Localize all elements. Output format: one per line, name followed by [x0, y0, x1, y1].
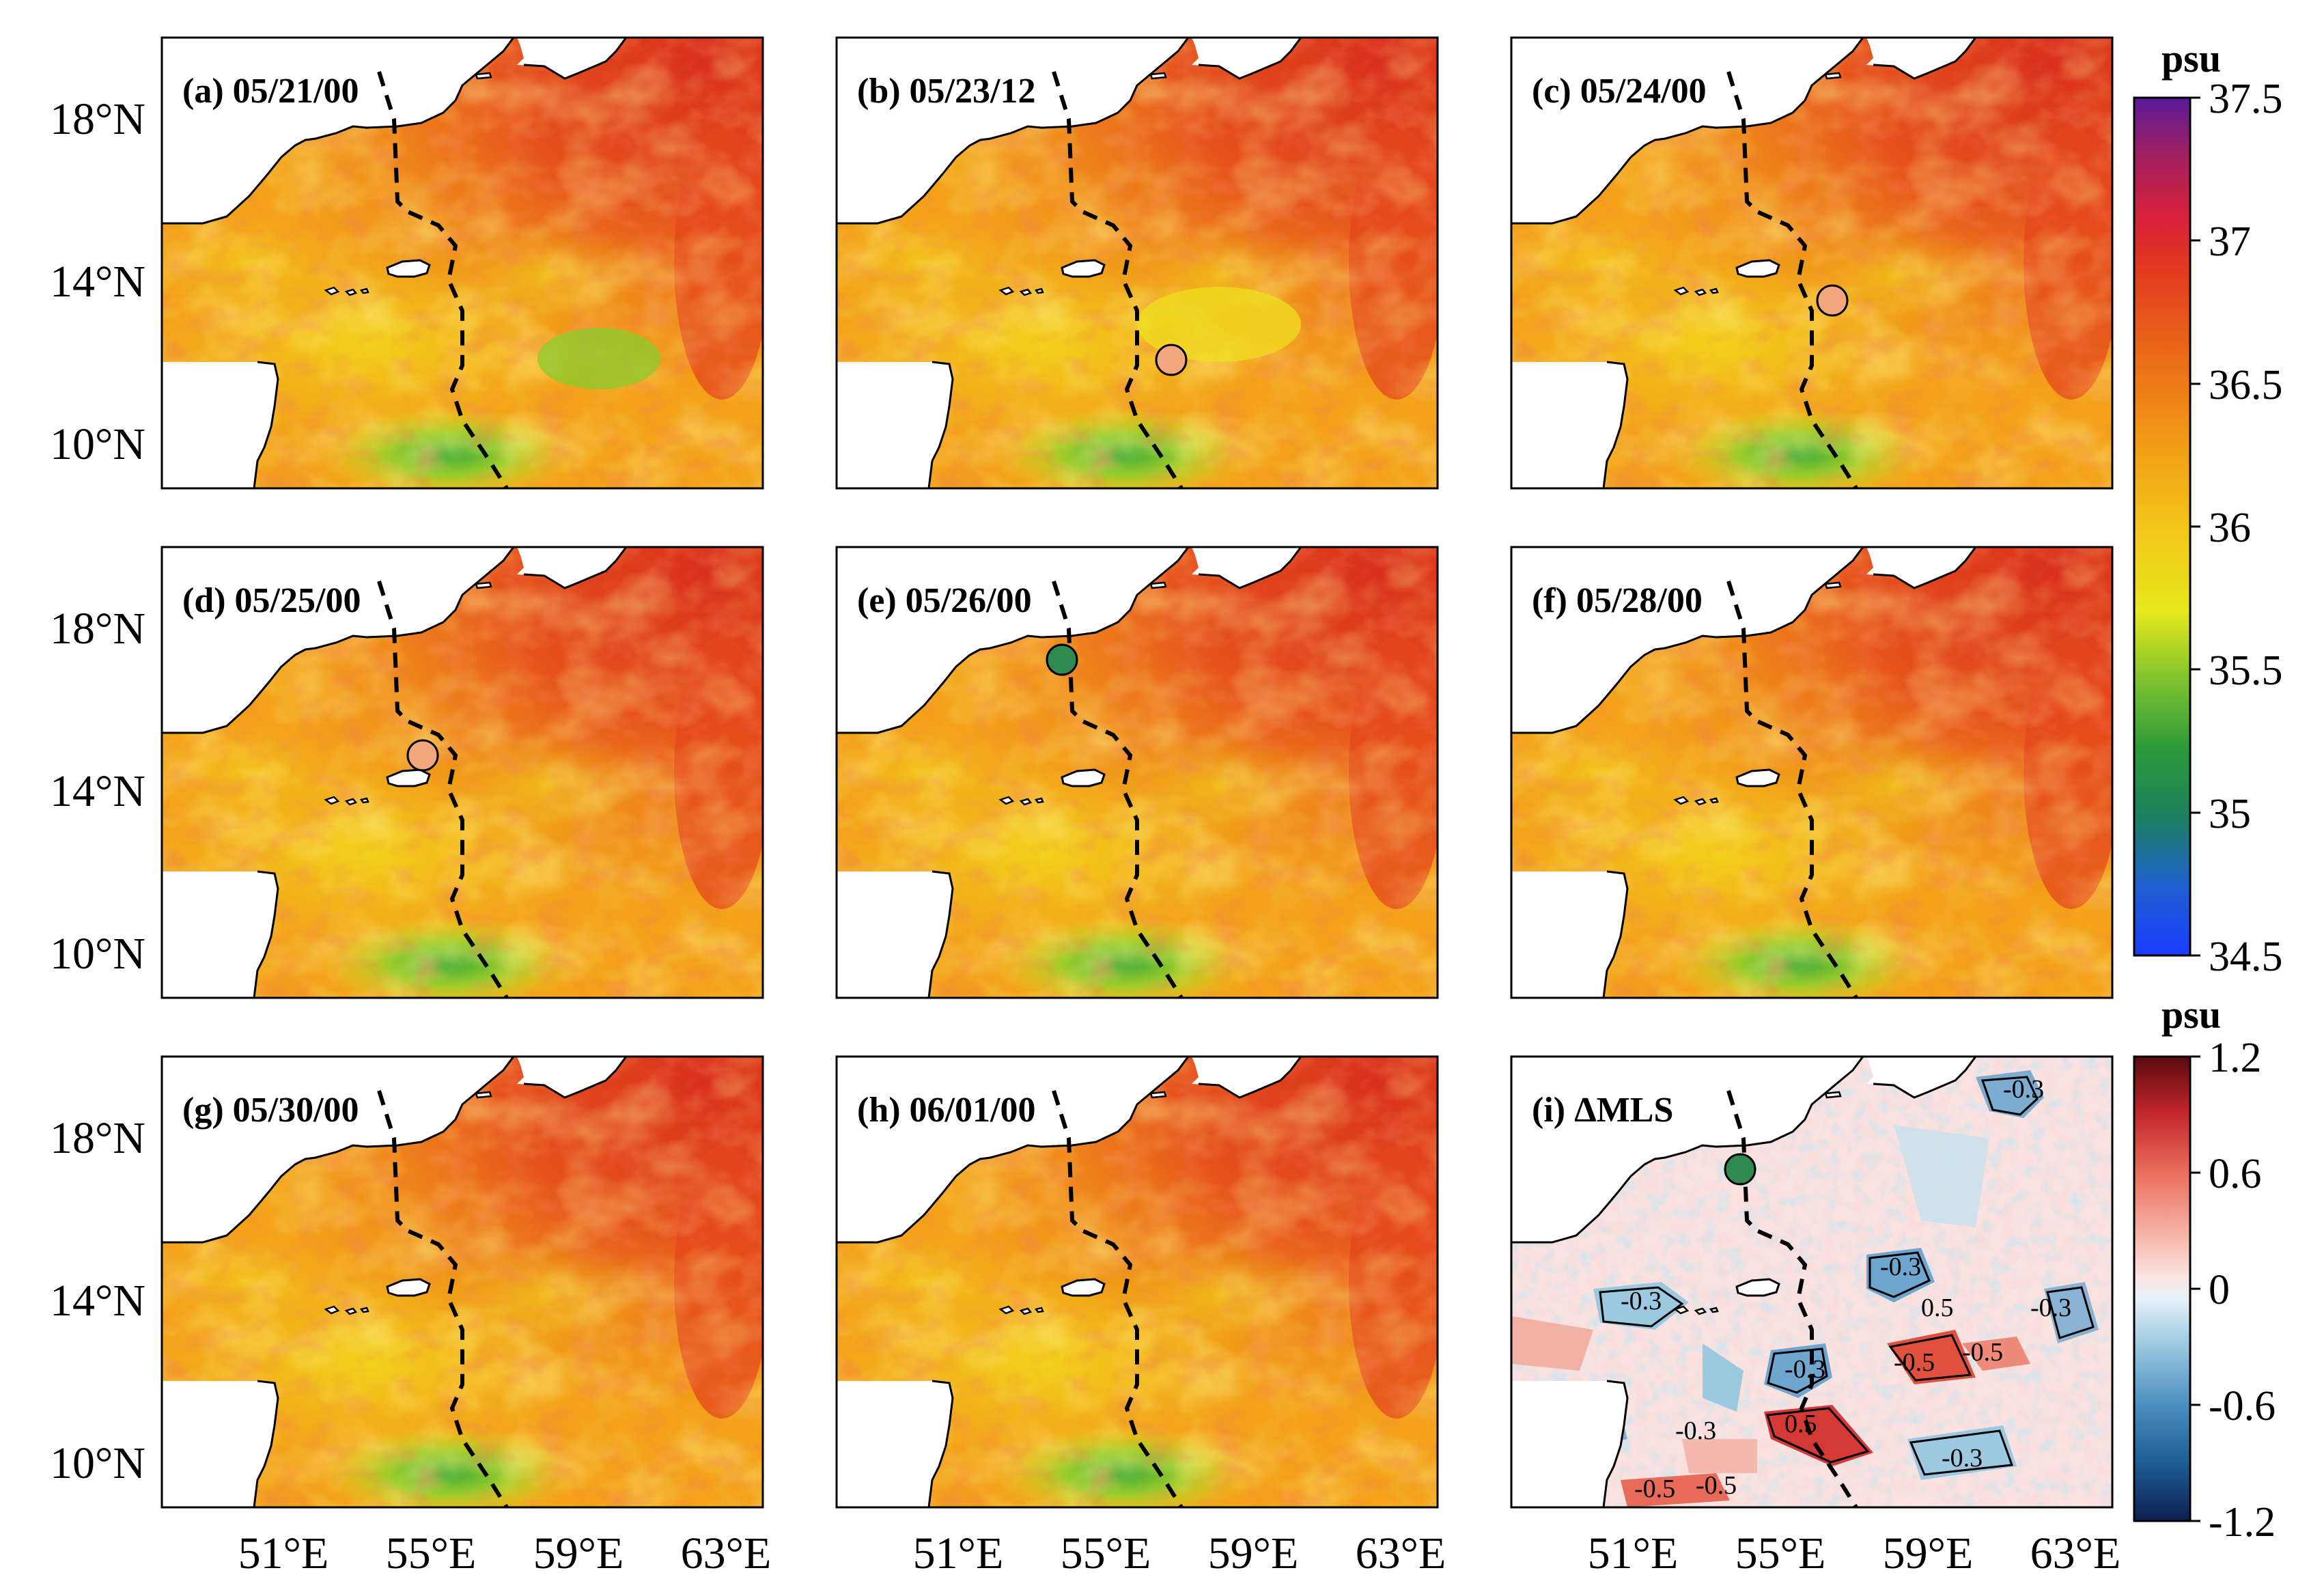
panel-c: (c) 05/24/00	[1510, 36, 2114, 490]
panel-label: (b) 05/23/12	[857, 72, 1035, 111]
lon-tick: 55°E	[1061, 1528, 1151, 1578]
colorbar-unit: psu	[2161, 992, 2221, 1037]
panel-label: (d) 05/25/00	[182, 581, 361, 620]
lon-tick: 51°E	[238, 1528, 329, 1578]
lon-tick: 63°E	[1356, 1528, 1446, 1578]
lat-tick: 18°N	[50, 1113, 145, 1163]
contour-label: -0.5	[1962, 1338, 2003, 1367]
panel-h: (h) 06/01/00	[835, 1055, 1439, 1509]
colorbar-tick-label: 0	[2209, 1267, 2230, 1313]
panel-label: (i) ΔMLS	[1532, 1091, 1673, 1130]
contour-label: -0.3	[1880, 1253, 1921, 1281]
lon-tick: 51°E	[1588, 1528, 1679, 1578]
panel-label: (h) 06/01/00	[857, 1091, 1035, 1130]
colorbar-tick-label: 35.5	[2209, 647, 2283, 694]
lon-tick: 63°E	[2030, 1528, 2121, 1578]
contour-label: -0.5	[1696, 1471, 1737, 1500]
contour-label: -0.5	[1894, 1348, 1935, 1377]
lon-tick: 55°E	[386, 1528, 477, 1578]
colorbar-tick-label: 1.2	[2209, 1035, 2262, 1081]
colorbar-tick-label: 0.6	[2209, 1151, 2262, 1197]
lon-tick: 55°E	[1735, 1528, 1826, 1578]
lat-tick: 10°N	[50, 419, 145, 469]
lat-tick-labels: 18°N 14°N 10°N 18°N 14°N 10°N 18°N 14°N …	[50, 94, 145, 1488]
contour-label: -0.3	[2030, 1294, 2071, 1322]
panel-label: (g) 05/30/00	[182, 1091, 359, 1130]
lat-tick: 18°N	[50, 94, 145, 144]
panel-e: (e) 05/26/00	[835, 546, 1439, 999]
panel-a: (a) 05/21/00	[160, 36, 764, 490]
colorbar-salinity: psu 37.5 37 36.5 36 35.5 35 34.5	[2133, 36, 2283, 980]
lat-tick: 18°N	[50, 604, 145, 654]
contour-label: -0.3	[1942, 1444, 1983, 1472]
lat-tick: 14°N	[50, 766, 145, 816]
colorbar-tick-label: 35	[2209, 791, 2251, 837]
colorbar-tick-label: 36	[2209, 505, 2251, 551]
panel-f: (f) 05/28/00	[1510, 546, 2114, 999]
contour-label: -0.3	[1784, 1355, 1825, 1384]
panel-d: (d) 05/25/00	[160, 546, 764, 999]
lon-tick-labels: 51°E 55°E 59°E 63°E 51°E 55°E 59°E 63°E …	[238, 1528, 2121, 1578]
panel-label: (c) 05/24/00	[1532, 72, 1707, 111]
lat-tick: 14°N	[50, 1276, 145, 1326]
contour-label: -0.3	[1621, 1287, 1662, 1315]
colorbar-salinity-bar	[2133, 96, 2192, 957]
colorbar-tick-label: 37.5	[2209, 76, 2283, 122]
storm-center-marker	[1816, 284, 1849, 317]
storm-center-marker	[1155, 344, 1188, 376]
colorbar-tick-label: 34.5	[2209, 934, 2283, 980]
storm-center-marker	[406, 739, 439, 772]
lon-tick: 63°E	[681, 1528, 772, 1578]
lat-tick: 10°N	[50, 929, 145, 979]
colorbar-tick-label: -1.2	[2209, 1499, 2276, 1546]
contour-labels: -0.3 -0.3 -0.3 -0.3 -0.3 -0.3 -0.5 -0.5 …	[1621, 1075, 2071, 1503]
colorbar-unit: psu	[2161, 36, 2221, 81]
colorbar-delta: psu 1.2 0.6 0 -0.6 -1.2	[2133, 992, 2276, 1546]
colorbar-tick-label: 36.5	[2209, 362, 2283, 408]
contour-label: -0.5	[1634, 1475, 1675, 1503]
lon-tick: 51°E	[913, 1528, 1004, 1578]
landfall-marker	[1046, 643, 1078, 676]
contour-label: -0.3	[2003, 1075, 2044, 1104]
lat-tick: 10°N	[50, 1438, 145, 1488]
colorbar-tick-label: -0.6	[2209, 1383, 2276, 1429]
lon-tick: 59°E	[1208, 1528, 1299, 1578]
panel-label: (a) 05/21/00	[182, 72, 359, 111]
contour-label: 0.5	[1921, 1294, 1954, 1322]
lat-tick: 14°N	[50, 257, 145, 307]
lon-tick: 59°E	[533, 1528, 624, 1578]
panel-label: (e) 05/26/00	[857, 581, 1032, 620]
colorbar-delta-bar	[2133, 1055, 2192, 1522]
panel-b: (b) 05/23/12	[835, 36, 1439, 490]
colorbar-tick-label: 37	[2209, 219, 2251, 265]
panel-i: -0.3 -0.3 -0.3 -0.3 -0.3 -0.3 -0.5 -0.5 …	[1510, 1055, 2114, 1509]
panel-label: (f) 05/28/00	[1532, 581, 1703, 620]
landfall-marker	[1724, 1153, 1756, 1186]
contour-label: -0.3	[1675, 1416, 1716, 1445]
panel-g: (g) 05/30/00	[160, 1055, 764, 1509]
lon-tick: 59°E	[1883, 1528, 1974, 1578]
